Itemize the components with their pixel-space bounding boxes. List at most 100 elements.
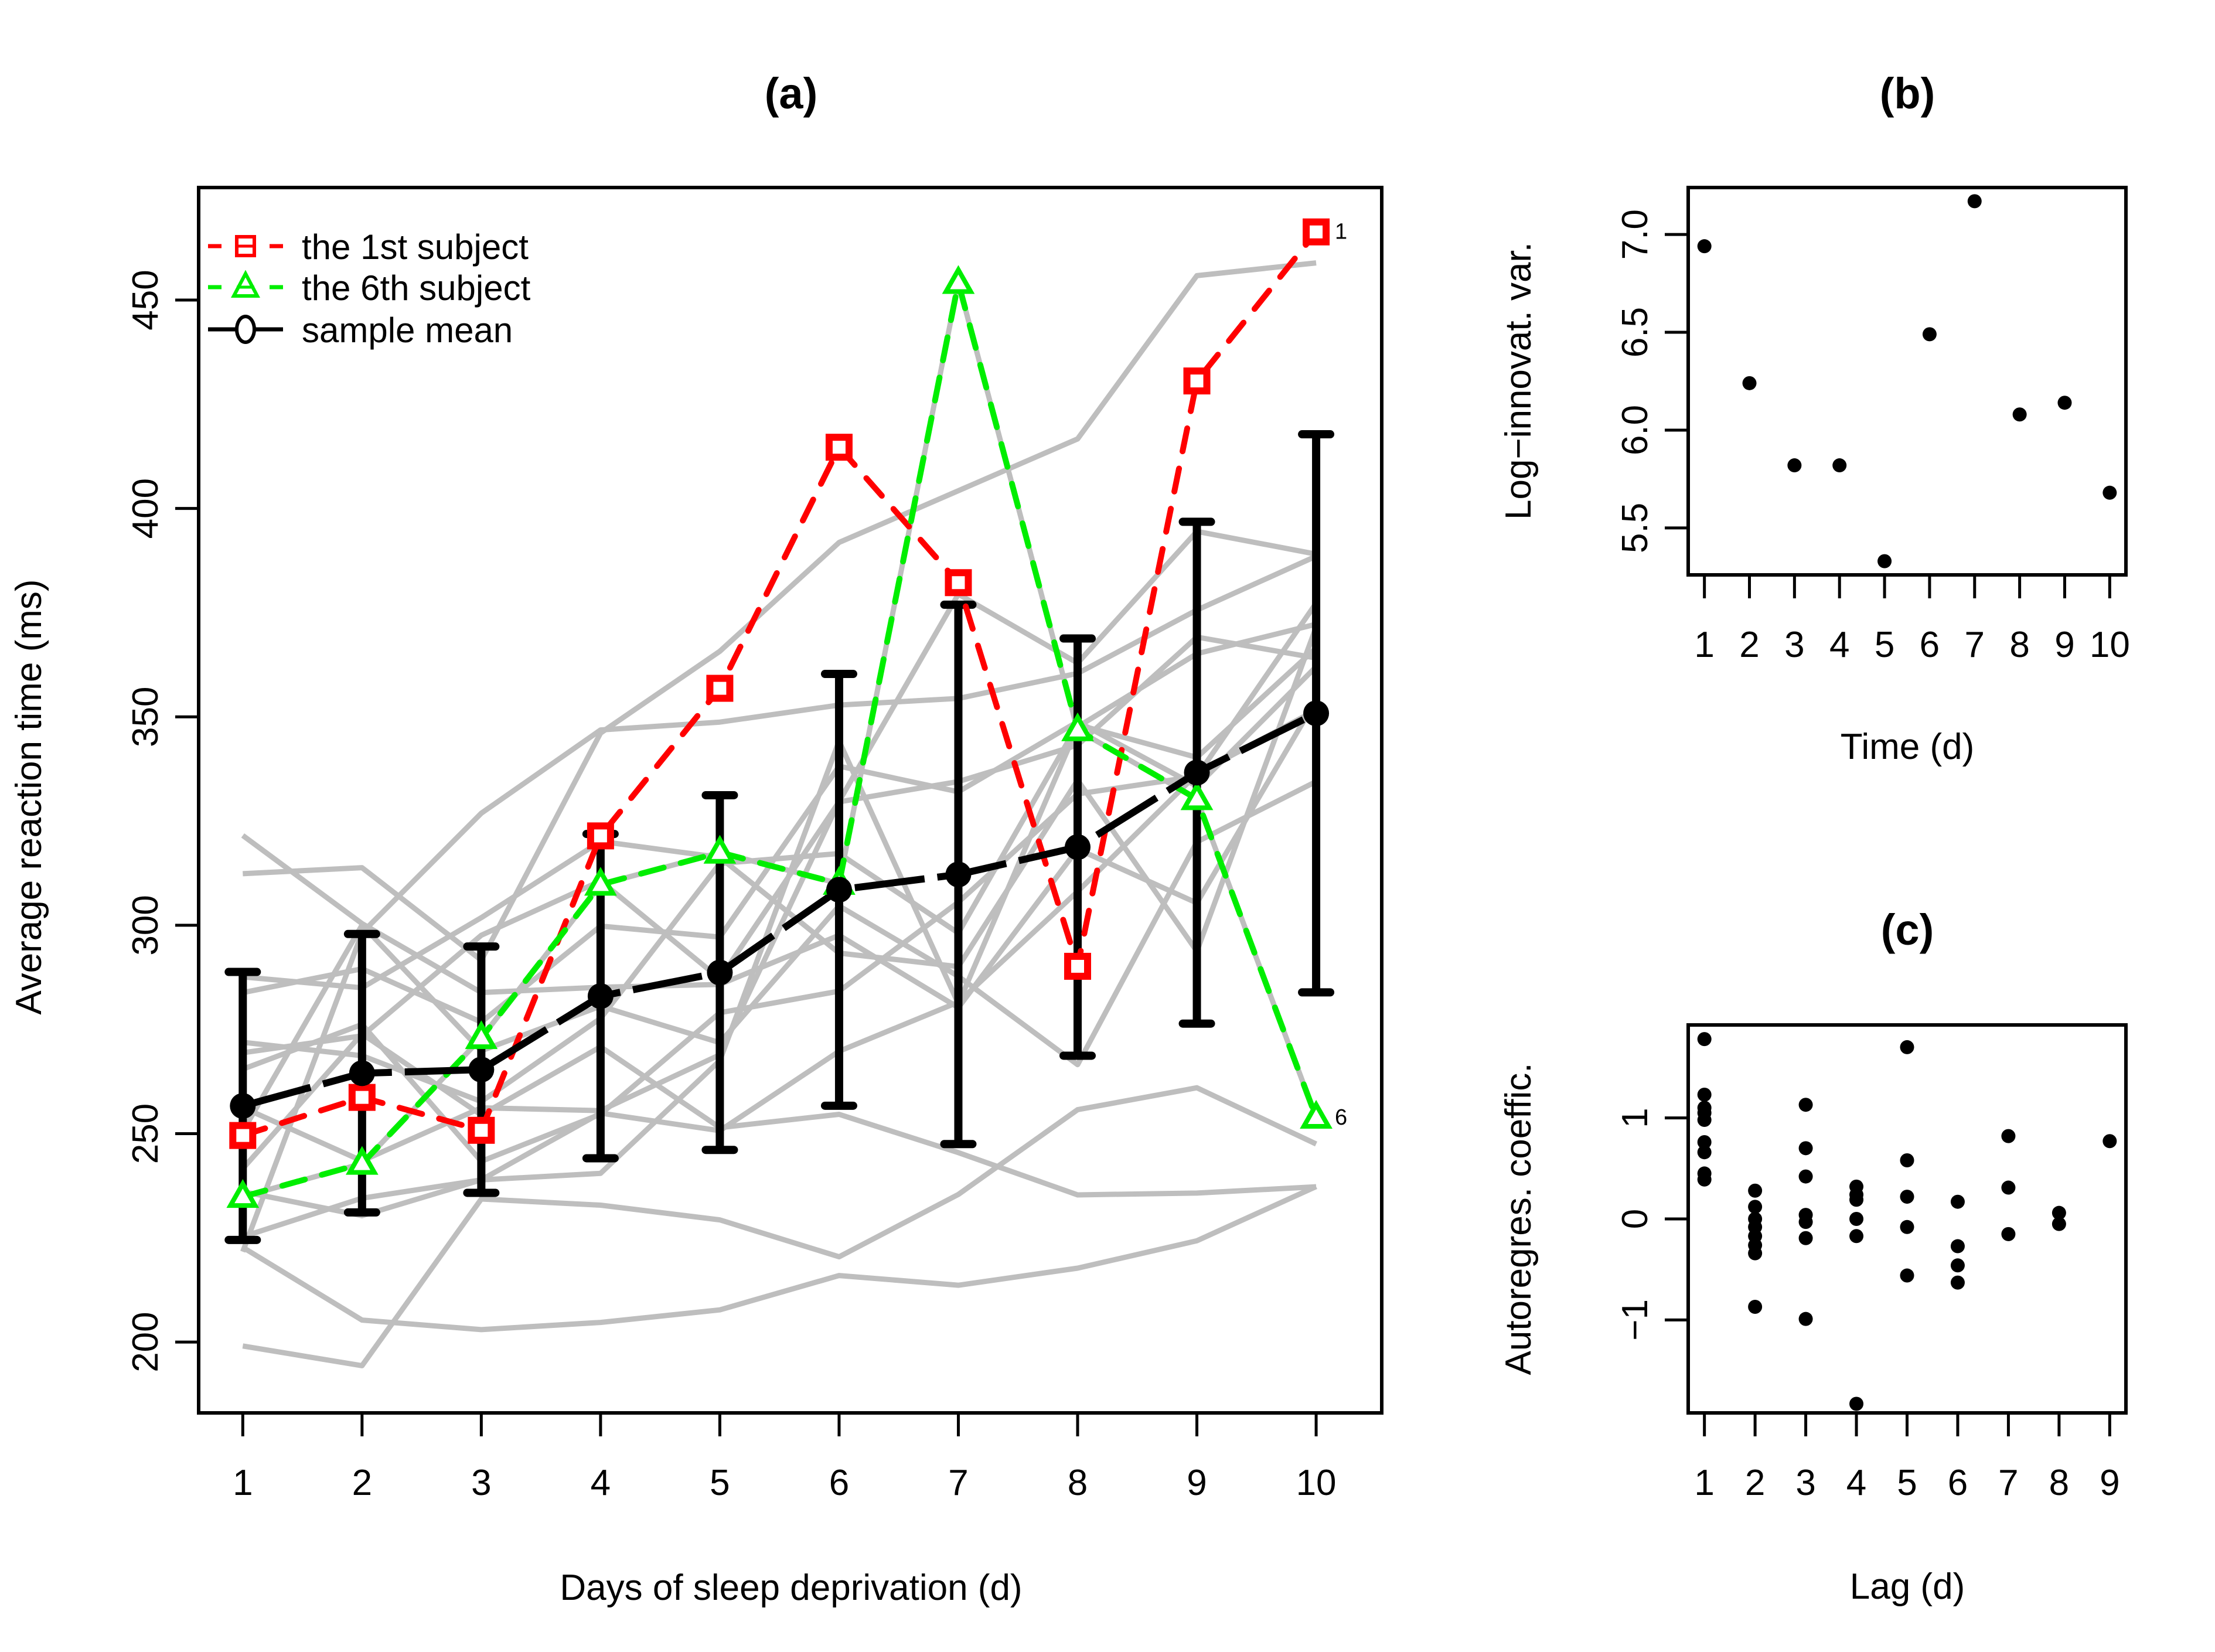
legend-entry-sample-mean: sample mean <box>208 311 513 350</box>
y-tick-label: 6.5 <box>1615 307 1655 357</box>
subject-6-point <box>1300 1099 1333 1129</box>
background-subject-line <box>240 1031 1317 1198</box>
autoregressive-coefficient-point <box>1950 1239 1965 1254</box>
subject-1-point <box>587 822 614 850</box>
subject-1-line <box>240 229 1320 1139</box>
sample-mean-point <box>349 1060 375 1086</box>
highlight-series-group: 16 <box>224 218 1347 1244</box>
innovation-variance-point <box>1877 554 1892 568</box>
y-tick-label: 200 <box>125 1312 166 1372</box>
x-tick-label: 7 <box>1965 625 1985 665</box>
subject-6-point <box>226 1179 260 1208</box>
autoregressive-coefficient-point <box>1697 1113 1712 1128</box>
background-subject-line <box>241 699 1318 1010</box>
x-axis-label-b: Time (d) <box>1841 727 1974 767</box>
x-tick-label: 9 <box>2100 1463 2119 1503</box>
autoregressive-coefficient-point <box>1697 1087 1712 1102</box>
y-tick-label: 350 <box>125 687 166 747</box>
autoregressive-coefficient-point <box>1697 1172 1712 1187</box>
autoregressive-coefficient-point <box>1900 1153 1914 1168</box>
legend-label: the 6th subject <box>302 268 531 308</box>
innovation-variance-point <box>2012 407 2027 422</box>
sample-mean-point <box>945 861 972 888</box>
autoregressive-coefficient-point <box>1697 1145 1712 1160</box>
x-tick-label: 8 <box>1068 1463 1088 1503</box>
sample-mean-point <box>230 1093 256 1119</box>
points-c <box>1697 1032 2117 1411</box>
autoregressive-coefficient-point <box>1798 1312 1813 1326</box>
x-tick-label: 6 <box>1920 625 1940 665</box>
subject-1-point <box>825 434 853 461</box>
subject-1-point <box>348 1084 376 1111</box>
autoregressive-coefficient-point <box>1900 1190 1914 1204</box>
subject-1-end-label: 1 <box>1335 220 1347 244</box>
subject-1-point <box>706 675 734 702</box>
subject-6-line <box>240 282 1320 1200</box>
background-subject-line <box>242 1085 1317 1368</box>
legend-label: sample mean <box>302 311 513 350</box>
autoregressive-coefficient-point <box>1748 1299 1763 1314</box>
autoregressive-coefficient-point <box>1950 1275 1965 1290</box>
background-subject-line <box>240 779 1318 1133</box>
autoregressive-coefficient-point <box>2052 1217 2066 1231</box>
x-tick-label: 9 <box>2054 625 2074 665</box>
x-tick-label: 2 <box>352 1463 372 1503</box>
sample-mean-point <box>1065 834 1091 860</box>
autoregressive-coefficient-point <box>1748 1183 1763 1198</box>
legend-entry-6th-subject: the 6th subject <box>208 268 531 308</box>
x-tick-label: 10 <box>2090 625 2130 665</box>
autoregressive-coefficient-point <box>1900 1040 1914 1054</box>
legend-label: the 1st subject <box>302 227 529 267</box>
y-tick-label: 250 <box>125 1103 166 1164</box>
innovation-variance-point <box>1922 327 1937 342</box>
x-tick-label: 1 <box>233 1463 253 1503</box>
x-tick-label: 4 <box>1846 1463 1866 1503</box>
autoregressive-coefficient-point <box>2001 1227 2016 1241</box>
x-tick-label: 1 <box>1694 1463 1714 1503</box>
y-tick-label: 7.0 <box>1615 209 1655 260</box>
autoregressive-coefficient-point <box>1900 1220 1914 1234</box>
autoregressive-coefficient-point <box>1849 1229 1864 1244</box>
autoregressive-coefficient-point <box>1697 1135 1712 1149</box>
autoregressive-coefficient-point <box>1748 1200 1763 1214</box>
innovation-variance-point <box>1832 458 1847 473</box>
y-axis-c: −1 0 1 <box>1615 1108 1688 1341</box>
y-tick-label: 400 <box>125 478 166 539</box>
circle-marker-icon <box>235 315 256 344</box>
background-subject-line <box>241 529 1317 1164</box>
background-subject-line <box>242 707 1318 1218</box>
sample-mean-point <box>1184 759 1210 786</box>
x-tick-label: 2 <box>1745 1463 1765 1503</box>
autoregressive-coefficient-point <box>1849 1212 1864 1226</box>
y-axis-b: 5.5 6.0 6.5 7.0 <box>1615 209 1688 553</box>
x-tick-label: 3 <box>1795 1463 1815 1503</box>
subject-6-point <box>465 1020 498 1050</box>
y-tick-label: 450 <box>125 270 166 330</box>
y-axis-label-c: Autoregres. coeffic. <box>1498 1062 1539 1375</box>
background-subject-line <box>241 1184 1317 1333</box>
y-tick-label: 6.0 <box>1615 405 1655 455</box>
subject-6-point <box>1061 712 1094 741</box>
subject-1-point <box>945 569 972 597</box>
plot-frame-a <box>197 186 1383 1415</box>
subject-1-point <box>1303 218 1330 246</box>
x-axis-label-c: Lag (d) <box>1850 1566 1965 1607</box>
x-tick-label: 6 <box>1948 1463 1968 1503</box>
sample-mean-point <box>1303 700 1330 727</box>
innovation-variance-point <box>1742 376 1757 390</box>
subject-1-point <box>229 1122 257 1149</box>
x-tick-label: 3 <box>1784 625 1804 665</box>
x-tick-label: 2 <box>1739 625 1759 665</box>
autoregressive-coefficient-point <box>2052 1205 2066 1220</box>
y-tick-label: 1 <box>1615 1108 1655 1128</box>
y-tick-label: 5.5 <box>1615 503 1655 553</box>
autoregressive-coefficient-point <box>2001 1129 2016 1143</box>
x-tick-label: 8 <box>2049 1463 2069 1503</box>
y-axis-label-b: Log−innovat. var. <box>1498 242 1539 520</box>
sample-mean-line <box>241 710 1318 1109</box>
x-tick-label: 4 <box>591 1463 611 1503</box>
subject-6-point <box>1180 781 1214 810</box>
